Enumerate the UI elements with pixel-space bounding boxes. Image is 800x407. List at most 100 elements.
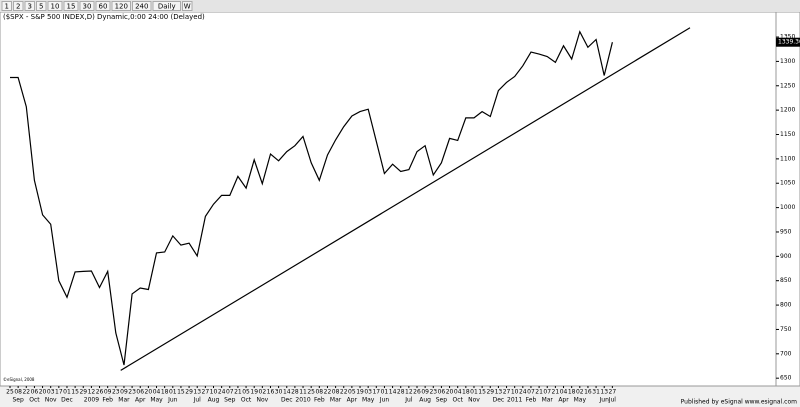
toolbar-button[interactable] bbox=[13, 1, 24, 11]
x-tick-label: 29 bbox=[486, 389, 494, 396]
x-month-label: Jul bbox=[404, 397, 413, 404]
x-month-label: 2011 bbox=[507, 397, 522, 404]
x-month-label: Oct bbox=[453, 397, 464, 404]
x-month-label: Nov bbox=[468, 397, 480, 404]
x-month-label: Feb bbox=[526, 397, 537, 404]
x-month-label: Apr bbox=[347, 397, 358, 404]
y-axis-strip bbox=[775, 11, 800, 387]
x-tick-label: 21 bbox=[535, 389, 543, 396]
x-tick-label: 24 bbox=[218, 389, 226, 396]
plot-area bbox=[0, 11, 777, 387]
x-tick-label: 13 bbox=[600, 389, 608, 396]
x-tick-label: 09 bbox=[120, 389, 128, 396]
x-tick-label: 06 bbox=[438, 389, 446, 396]
x-tick-label: 01 bbox=[63, 389, 71, 396]
y-tick-label: 1300 bbox=[780, 58, 795, 65]
y-tick-label: 700 bbox=[780, 350, 792, 357]
toolbar-button[interactable] bbox=[152, 1, 181, 11]
y-tick-label: 850 bbox=[780, 277, 792, 284]
price-line bbox=[10, 30, 613, 366]
x-month-label: Mar bbox=[118, 397, 130, 404]
toolbar-buttons: 1 2 3 5 10 15 30 60 120 240 Daily W bbox=[1, 1, 193, 11]
x-tick-label: 15 bbox=[71, 389, 79, 396]
x-month-label: Sep bbox=[224, 397, 236, 404]
toolbar-button-label: 30 bbox=[83, 3, 92, 11]
x-tick-label: 26 bbox=[96, 389, 104, 396]
x-tick-label: 02 bbox=[576, 389, 584, 396]
x-tick-label: 23 bbox=[112, 389, 120, 396]
x-month-label: Dec bbox=[493, 397, 505, 404]
x-tick-label: 14 bbox=[389, 389, 397, 396]
x-month-label: Nov bbox=[256, 397, 268, 404]
x-tick-label: 25 bbox=[307, 389, 315, 396]
trendline bbox=[120, 27, 691, 371]
toolbar-button-label: 60 bbox=[99, 3, 108, 11]
x-tick-label: 29 bbox=[185, 389, 193, 396]
x-tick-label: 27 bbox=[503, 389, 511, 396]
x-tick-label: 01 bbox=[381, 389, 389, 396]
x-tick-label: 12 bbox=[88, 389, 96, 396]
toolbar bbox=[0, 0, 800, 12]
x-tick-label: 20 bbox=[39, 389, 47, 396]
toolbar-button[interactable] bbox=[36, 1, 47, 11]
x-tick-label: 12 bbox=[405, 389, 413, 396]
x-month-label: 2010 bbox=[295, 397, 310, 404]
x-month-label: Mar bbox=[542, 397, 554, 404]
last-price-box bbox=[776, 37, 800, 47]
toolbar-button[interactable] bbox=[24, 1, 35, 11]
x-month-label: Nov bbox=[45, 397, 57, 404]
x-tick-label: 17 bbox=[372, 389, 380, 396]
x-tick-label: 29 bbox=[79, 389, 87, 396]
toolbar-button[interactable] bbox=[182, 1, 193, 11]
y-tick-label: 650 bbox=[780, 375, 792, 382]
chart-title: ($SPX - S&P 500 INDEX,D) Dynamic,0:00 24… bbox=[3, 13, 205, 21]
x-tick-label: 03 bbox=[47, 389, 55, 396]
x-tick-label: 05 bbox=[348, 389, 356, 396]
x-tick-label: 22 bbox=[324, 389, 332, 396]
x-tick-label: 19 bbox=[250, 389, 258, 396]
y-tick-label: 1050 bbox=[780, 180, 795, 187]
x-month-label: Feb bbox=[102, 397, 113, 404]
toolbar-button-label: 2 bbox=[16, 3, 20, 11]
x-tick-label: 30 bbox=[275, 389, 283, 396]
toolbar-button[interactable] bbox=[132, 1, 152, 11]
x-month-label: Jul bbox=[608, 397, 617, 404]
toolbar-button[interactable] bbox=[79, 1, 95, 11]
toolbar-button-label: W bbox=[184, 3, 191, 11]
toolbar-button[interactable] bbox=[63, 1, 79, 11]
y-tick-label: 1350 bbox=[780, 34, 795, 41]
x-tick-label: 17 bbox=[55, 389, 63, 396]
x-tick-label: 21 bbox=[552, 389, 560, 396]
toolbar-button-label: 240 bbox=[135, 3, 148, 11]
x-tick-label: 01 bbox=[470, 389, 478, 396]
toolbar-button[interactable] bbox=[95, 1, 111, 11]
x-month-label: Dec bbox=[61, 397, 73, 404]
x-tick-label: 08 bbox=[315, 389, 323, 396]
x-month-label: Aug bbox=[419, 397, 431, 404]
x-tick-label: 16 bbox=[267, 389, 275, 396]
x-tick-label: 10 bbox=[210, 389, 218, 396]
toolbar-button[interactable] bbox=[111, 1, 131, 11]
toolbar-button-label: Daily bbox=[158, 3, 176, 11]
last-price-label: 1339.36 bbox=[778, 39, 800, 46]
x-month-label: Oct bbox=[241, 397, 252, 404]
x-month-label: Apr bbox=[135, 397, 146, 404]
x-tick-label: 09 bbox=[104, 389, 112, 396]
x-month-label: May bbox=[362, 397, 375, 404]
x-tick-label: 01 bbox=[169, 389, 177, 396]
x-tick-label: 13 bbox=[495, 389, 503, 396]
x-tick-label: 11 bbox=[299, 389, 307, 396]
x-tick-label: 26 bbox=[413, 389, 421, 396]
x-tick-label: 04 bbox=[560, 389, 568, 396]
x-tick-label: 06 bbox=[31, 389, 39, 396]
x-month-label: May bbox=[574, 397, 587, 404]
x-tick-label: 27 bbox=[202, 389, 210, 396]
x-tick-label: 15 bbox=[478, 389, 486, 396]
y-tick-label: 1000 bbox=[780, 204, 795, 211]
x-tick-label: 10 bbox=[511, 389, 519, 396]
y-tick-label: 1100 bbox=[780, 155, 795, 162]
x-tick-label: 27 bbox=[609, 389, 617, 396]
toolbar-button[interactable] bbox=[47, 1, 63, 11]
toolbar-button[interactable] bbox=[1, 1, 12, 11]
x-tick-label: 03 bbox=[364, 389, 372, 396]
